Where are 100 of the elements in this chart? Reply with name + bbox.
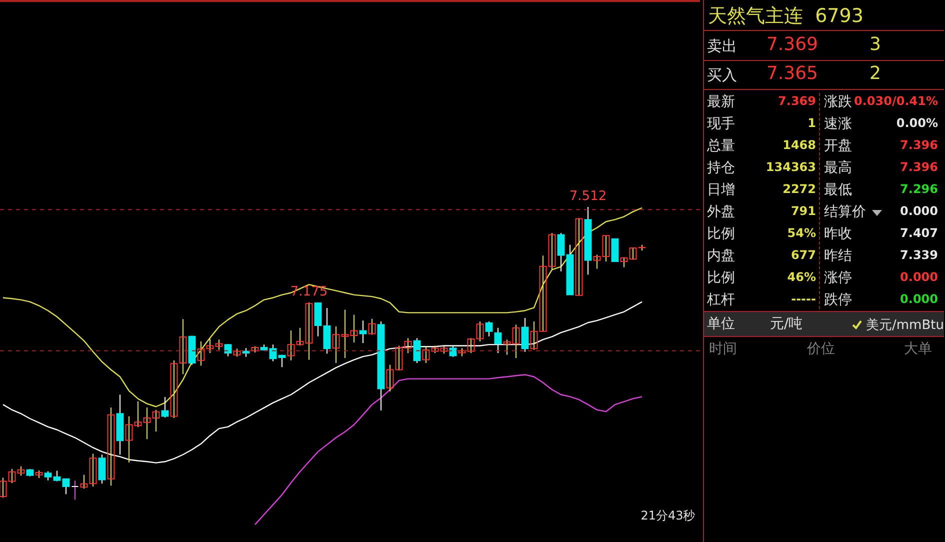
text: 涨停 [824, 269, 852, 287]
candlestick [485, 320, 493, 337]
text: 3 [870, 34, 881, 55]
text: 内盘 [707, 247, 735, 265]
candlestick [17, 466, 25, 476]
candlestick [0, 477, 7, 498]
text: 美元/mmBtu [866, 317, 944, 334]
text: 791 [790, 204, 816, 218]
candlestick [269, 344, 277, 362]
candlestick [278, 354, 286, 368]
text: 0.030/0.41% [854, 94, 938, 108]
text: 时间 [709, 340, 737, 358]
text: 最新 [707, 93, 735, 111]
text: 7.365 [766, 63, 818, 84]
candlestick [413, 338, 421, 364]
candlestick [494, 327, 502, 354]
text: 大单 [904, 340, 932, 358]
text: 最低 [824, 181, 852, 199]
candlestick [521, 317, 529, 352]
candlestick [89, 453, 97, 488]
candlestick [386, 364, 394, 392]
candlestick [125, 416, 133, 464]
text: 最高 [824, 159, 852, 177]
candlestick [512, 324, 520, 359]
text: 7.339 [900, 248, 938, 262]
text: 0.00% [896, 116, 938, 130]
candlestick [539, 255, 547, 332]
text: 买入 [707, 66, 737, 85]
candlestick [629, 246, 637, 260]
text: 速涨 [824, 115, 852, 133]
text: 7.369 [778, 94, 816, 108]
text: 涨跌 [824, 93, 852, 111]
candlestick [323, 307, 331, 354]
text: 元/吨 [770, 315, 803, 333]
candlestick [341, 309, 349, 359]
candlestick [467, 338, 475, 354]
candlestick [422, 346, 430, 364]
candlestick [305, 302, 313, 360]
text: 结算价 [824, 203, 866, 221]
annotation: 7.175 [290, 284, 328, 300]
candlestick [179, 318, 187, 375]
text: 昨收 [824, 225, 852, 243]
candlestick [602, 235, 610, 262]
candlestick [503, 339, 511, 356]
candlestick [314, 302, 322, 337]
candlestick [350, 314, 358, 344]
candlestick [206, 338, 214, 354]
text: 1 [808, 116, 816, 130]
text: 21分43秒 [640, 508, 696, 523]
text: 2 [870, 63, 881, 84]
candlestick [530, 320, 538, 350]
text: 0.000 [900, 270, 938, 284]
candlestick [53, 470, 61, 482]
candlestick [143, 407, 151, 440]
text: 价位 [807, 340, 835, 358]
text: 持仓 [707, 159, 735, 177]
text: 7.296 [900, 182, 938, 196]
candlestick [215, 339, 223, 350]
text: 开盘 [824, 137, 852, 155]
text: 54% [787, 226, 816, 240]
text: 7.396 [900, 160, 938, 174]
candlestick [71, 480, 79, 500]
text: 7.396 [900, 138, 938, 152]
candlestick [557, 232, 565, 272]
candlestick [134, 400, 142, 428]
candlestick [161, 396, 169, 418]
candlestick [80, 474, 88, 490]
text: 比例 [707, 269, 735, 287]
text: 1468 [782, 138, 816, 152]
candlestick [395, 345, 403, 371]
text: 7.369 [766, 34, 818, 55]
text: 卖出 [707, 37, 737, 56]
candlestick [593, 254, 601, 270]
text: 134363 [766, 160, 816, 174]
text: 昨结 [824, 247, 852, 265]
text: 2272 [782, 182, 816, 196]
candlestick [575, 218, 583, 296]
text: 外盘 [707, 203, 735, 221]
text: 现手 [707, 115, 735, 133]
text: 46% [787, 270, 816, 284]
text: 677 [790, 248, 816, 262]
text: 0.000 [900, 204, 938, 218]
candlestick [296, 327, 304, 346]
candlestick [404, 338, 412, 354]
candlestick [611, 238, 619, 262]
candlestick [224, 343, 232, 357]
text: 杠杆 [707, 291, 735, 309]
candlestick [476, 320, 484, 342]
candlestick [62, 478, 70, 495]
candlestick [98, 454, 106, 484]
text: 天然气主连 6793 [708, 4, 864, 29]
text: 日增 [707, 181, 735, 199]
candlestick [368, 318, 376, 336]
candlestick [197, 340, 205, 366]
text: 7.407 [900, 226, 938, 240]
candlestick [287, 330, 295, 361]
candlestick [548, 232, 556, 270]
text: 单位 [707, 315, 735, 333]
annotation: 7.512 [569, 189, 607, 204]
text: 比例 [707, 225, 735, 243]
